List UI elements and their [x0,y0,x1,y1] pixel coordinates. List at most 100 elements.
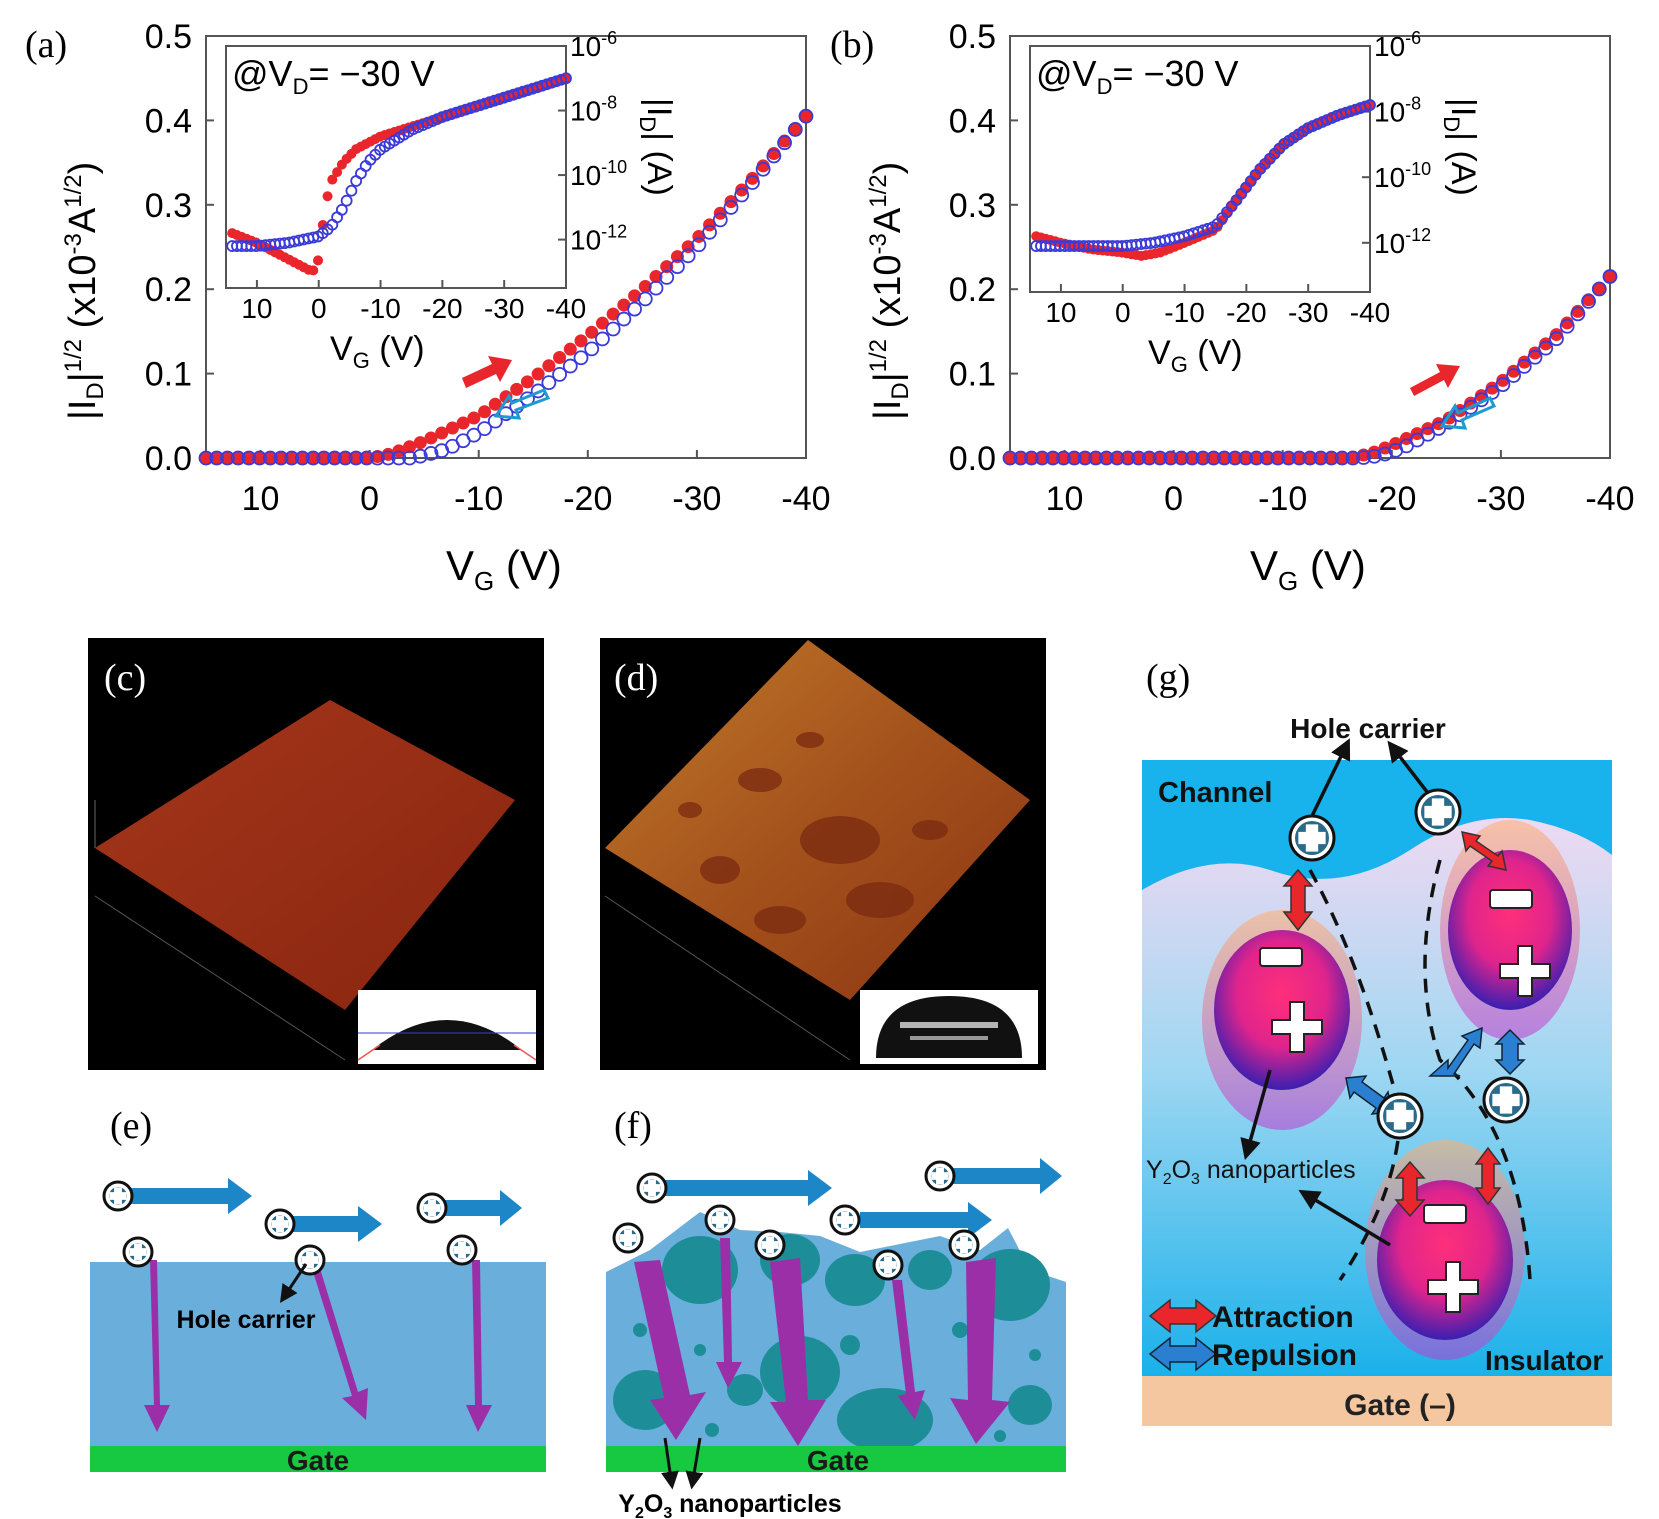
y-tick-label: 0.3 [145,187,192,225]
data-point [1088,450,1104,466]
data-point [1314,451,1328,465]
data-point [1359,100,1372,113]
data-point [349,451,363,465]
data-point [241,450,257,466]
data-point [380,450,396,466]
inset-y-label-b: |ID| (A) [1439,98,1482,196]
data-point [616,311,632,327]
data-point [638,279,652,293]
inset-x-label-b: VG (V) [1148,334,1243,377]
data-point [1024,450,1039,466]
data-point [563,342,577,356]
reverse-arrow-b [1439,396,1497,430]
data-point [562,358,578,374]
x-tick-label: -10 [1258,480,1307,518]
y-tick-label: 0.3 [949,187,996,225]
reverse-arrow-a [493,388,551,420]
x-tick-label: 0 [360,480,379,518]
data-point [553,350,567,364]
data-point [1356,450,1371,465]
data-point [755,161,771,177]
data-point [335,203,348,216]
data-point [648,280,664,296]
data-point [1528,346,1542,360]
data-point [766,148,782,164]
panel-g: (g) Gate (–) Channel Hole carrier Insula… [1142,657,1612,1426]
x-tick-label: -10 [360,293,400,324]
data-point [735,183,749,197]
data-point [209,450,225,466]
data-point [1303,451,1317,465]
data-point [199,451,213,465]
x-tick-label: -10 [1164,297,1204,328]
data-point [1302,450,1318,466]
data-point [702,224,717,240]
data-point [1271,451,1285,465]
data-point [1431,421,1446,436]
data-point [1228,451,1242,465]
data-point [220,451,234,465]
inset-x-label-a: VG (V) [330,330,425,373]
data-point [478,405,492,419]
hole-carriers-g [1288,788,1530,1140]
data-point [1034,450,1050,466]
data-point [1334,450,1350,466]
gate-electrode-e [90,1446,546,1472]
data-point [595,316,609,330]
data-point [1217,451,1231,465]
data-point [230,450,246,466]
x-tick-label: -40 [546,293,586,324]
x-tick-label: -20 [422,293,462,324]
data-point [1216,450,1232,466]
data-point [1174,451,1188,465]
data-point [322,191,333,202]
gate-label-g: Gate (–) [1344,1389,1456,1422]
insulator-label-g: Insulator [1485,1345,1603,1376]
forward-arrow-a [462,356,512,388]
data-point [1099,451,1113,465]
data-point [1046,451,1060,465]
data-point [520,375,534,389]
data-point [1099,450,1114,466]
leakage-arrows-f [634,1238,1010,1446]
data-point [263,451,277,465]
data-point [1109,450,1125,466]
data-point [423,446,439,461]
panel-b: (b) 10 0 -10 -20 -30 -40 0.0 0.1 0.2 0.3 0.4 0.5 |I… [830,18,1635,596]
panel-label-b: (b) [830,24,874,66]
hole-carrier [446,1234,478,1266]
y-tick-label: 10-8 [1374,94,1421,128]
y-tick-label: 0.4 [949,102,996,140]
data-point [337,450,353,466]
hole-label-g: Hole carrier [1290,713,1446,744]
charge-signs-g [1259,889,1551,1313]
data-point [332,167,343,178]
panel-label-e: (e) [110,1105,152,1147]
data-point [306,451,320,465]
data-point [1195,450,1211,466]
data-point [606,307,620,321]
hole-carrier [829,1204,861,1236]
x-tick-label: 10 [241,293,272,324]
inset-annotation-a: @VD= −30 V [232,53,435,99]
data-point [723,200,739,215]
data-point [413,436,427,450]
data-point [1141,450,1157,466]
y-tick-label: 10-8 [570,93,617,127]
panel-f: (f) Gate Y2O3 nano [606,1105,1066,1519]
legend-repulsion-icon [1148,1336,1218,1372]
data-point [1364,99,1376,111]
data-point [1067,451,1081,465]
data-point [1184,450,1200,466]
data-point [637,291,653,307]
chart-a-main: 10 0 -10 -20 -30 -40 0.0 0.1 0.2 0.3 0.4 0.5 [145,18,831,518]
x-tick-label: -30 [484,293,524,324]
nanoparticle-label-f: Y2O3 nanoparticles [618,1490,841,1519]
data-point [1591,281,1607,297]
data-point [777,135,792,151]
data-point [788,122,802,136]
forward-arrow-b [1410,364,1460,396]
data-point [585,325,599,339]
data-point [307,231,320,244]
